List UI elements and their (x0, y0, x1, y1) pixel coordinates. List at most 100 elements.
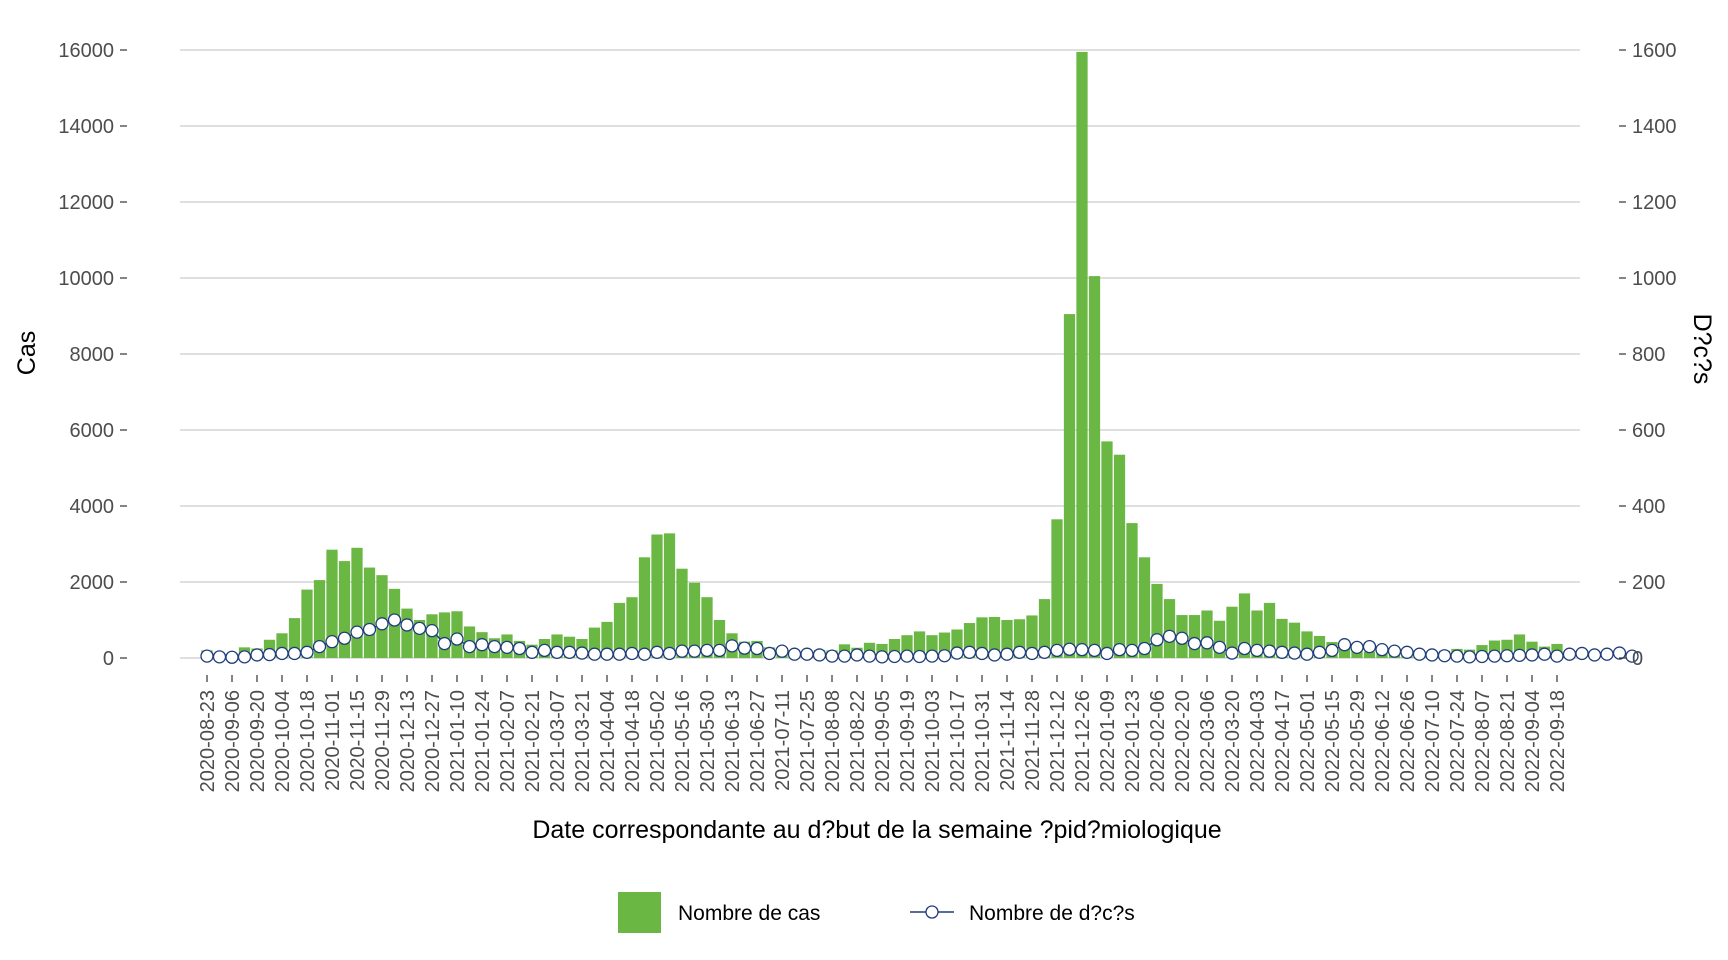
death-point (1012, 645, 1027, 659)
death-point (287, 646, 302, 661)
death-point (1287, 646, 1302, 660)
death-point (912, 649, 927, 664)
death-point (1162, 629, 1177, 643)
case-bar (1076, 51, 1088, 658)
x-tick-label: 2021-07-11 (772, 690, 794, 791)
x-tick-label: 2022-05-29 (1347, 690, 1369, 792)
y-axis-right: 0 200 400 600 800 1000 1200 1400 1600 (1619, 40, 1677, 670)
death-point (1062, 642, 1077, 656)
case-bar (688, 582, 701, 658)
death-point (812, 648, 827, 662)
x-tick-label: 2021-09-19 (897, 690, 919, 792)
death-point (612, 647, 627, 661)
death-point (300, 645, 314, 659)
death-point (787, 647, 802, 661)
death-point (1500, 649, 1514, 663)
y-left-tick-label: 14000 (58, 116, 114, 138)
case-bar (1026, 615, 1038, 658)
case-bar (613, 602, 626, 658)
case-bar (1263, 602, 1276, 658)
case-bar (276, 633, 288, 658)
case-bar (1113, 454, 1126, 658)
case-bar (988, 616, 1001, 658)
x-tick-label: 2021-10-17 (947, 690, 969, 792)
death-point (1137, 641, 1152, 656)
x-tick-label: 2021-06-13 (722, 690, 744, 792)
deaths-series (200, 613, 1639, 664)
death-point (1587, 648, 1602, 662)
x-tick-label: 2021-06-27 (747, 690, 769, 792)
case-bar (1101, 441, 1113, 658)
y-left-tick-label: 2000 (70, 572, 115, 594)
death-point (262, 647, 277, 662)
death-point (1387, 644, 1402, 658)
death-point (687, 644, 702, 658)
death-point (662, 646, 677, 661)
y-axis-left-title: Cas (13, 331, 41, 375)
case-bar (351, 547, 363, 658)
case-bar (1001, 620, 1013, 658)
y-right-tick-label: 1000 (1632, 268, 1677, 290)
death-point (1050, 643, 1064, 658)
x-tick-label: 2020-10-18 (297, 690, 319, 792)
case-bar (301, 589, 313, 658)
x-tick-label: 2021-03-07 (547, 690, 569, 792)
death-point (600, 647, 614, 661)
death-point (1437, 649, 1452, 663)
x-tick-label: 2020-10-04 (272, 690, 294, 792)
death-point (1025, 646, 1039, 661)
death-point (200, 649, 214, 663)
y-left-tick-label: 8000 (70, 344, 115, 366)
death-point (1300, 647, 1314, 661)
y-left-tick-label: 10000 (58, 268, 114, 290)
death-point (1187, 636, 1202, 651)
case-bar (1513, 634, 1526, 658)
x-tick-label: 2021-04-18 (622, 690, 644, 792)
legend: Nombre de cas Nombre de d?c?s (618, 892, 1135, 933)
death-point (1550, 649, 1564, 663)
x-tick-label: 2022-07-24 (1447, 690, 1469, 792)
x-tick-label: 2022-05-15 (1322, 690, 1344, 792)
death-point (400, 618, 414, 632)
death-point (1112, 642, 1127, 657)
x-tick-label: 2021-03-21 (572, 690, 594, 792)
case-bar (1338, 645, 1351, 658)
case-bar (376, 575, 388, 658)
death-point (750, 641, 764, 656)
x-axis-title: Date correspondante au d?but de la semai… (532, 816, 1221, 844)
case-bar (963, 623, 976, 658)
case-bars (201, 51, 1563, 658)
death-point (512, 641, 527, 656)
y-right-tick-label: 0 (1632, 648, 1643, 670)
x-axis: 2020-08-23 2020-09-06 2020-09-20 2020-10-04… (197, 675, 1569, 792)
case-bar (938, 632, 951, 658)
case-bar (1063, 314, 1076, 658)
death-point (1475, 649, 1489, 664)
x-tick-label: 2020-09-20 (247, 690, 269, 792)
case-bar (1138, 557, 1151, 658)
case-bar (1238, 593, 1251, 658)
death-point (1425, 648, 1439, 662)
death-point (1512, 648, 1527, 662)
death-point (775, 644, 789, 658)
death-point (1150, 633, 1164, 647)
death-point (225, 650, 239, 664)
death-point (987, 648, 1002, 662)
case-bar (1201, 610, 1213, 658)
death-point (237, 650, 252, 664)
x-tick-label: 2022-09-18 (1547, 690, 1569, 792)
case-bar (626, 597, 638, 658)
case-bar (1488, 640, 1501, 658)
y-right-tick-label: 1400 (1632, 116, 1677, 138)
gridlines (180, 49, 1580, 659)
case-bar (1351, 650, 1363, 658)
death-point (1175, 631, 1189, 645)
x-tick-label: 2021-08-22 (847, 690, 869, 792)
death-point (712, 643, 727, 658)
x-tick-label: 2021-05-30 (697, 690, 719, 792)
case-bar (413, 620, 426, 658)
x-tick-label: 2021-05-02 (647, 690, 669, 792)
x-tick-label: 2020-11-29 (372, 690, 394, 791)
case-bar (888, 639, 901, 658)
